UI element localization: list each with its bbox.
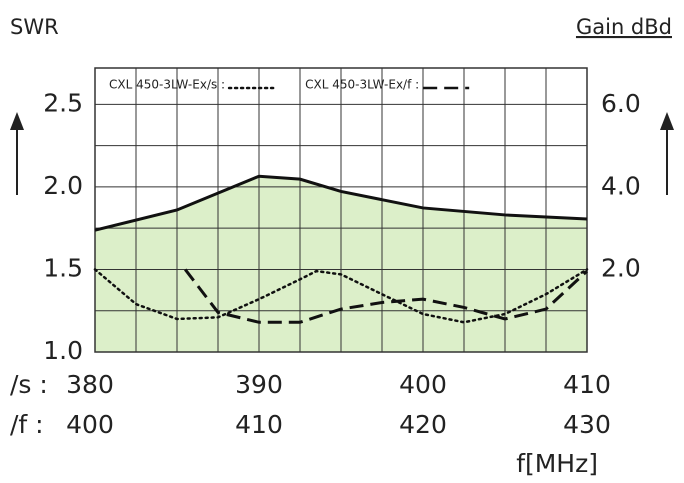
y2-tick-label: 6.0 <box>601 89 641 118</box>
y-tick-label: 1.5 <box>43 253 83 282</box>
x2-tick-label: 420 <box>399 410 447 439</box>
y2-tick-label: 2.0 <box>601 254 641 283</box>
plot-border <box>94 67 588 353</box>
legend-label: CXL 450-3LW-Ex/s : <box>109 78 225 92</box>
x-tick-label: 380 <box>66 370 114 399</box>
x-axis-prefix: /s : <box>10 370 48 399</box>
x2-tick-label: 410 <box>235 410 283 439</box>
y2-tick-label: 4.0 <box>601 171 641 200</box>
y-tick-label: 2.0 <box>43 171 83 200</box>
x-axis-label: f[MHz] <box>516 449 598 478</box>
series-line <box>184 268 589 324</box>
x2-axis-prefix: /f : <box>10 410 44 439</box>
x-tick-label: 390 <box>235 370 283 399</box>
x-tick-label: 410 <box>563 370 611 399</box>
y2-axis-label: Gain dBd <box>576 15 672 39</box>
series-line <box>93 268 589 324</box>
legend-label: CXL 450-3LW-Ex/f : <box>305 78 419 92</box>
series-line <box>94 174 588 232</box>
x2-tick-label: 400 <box>66 410 114 439</box>
y-tick-label: 1.0 <box>43 336 83 365</box>
y-axis-label: SWR <box>10 15 59 39</box>
arrows <box>10 112 674 195</box>
x2-tick-label: 430 <box>563 410 611 439</box>
x-tick-label: 400 <box>399 370 447 399</box>
y-tick-label: 2.5 <box>43 88 83 117</box>
